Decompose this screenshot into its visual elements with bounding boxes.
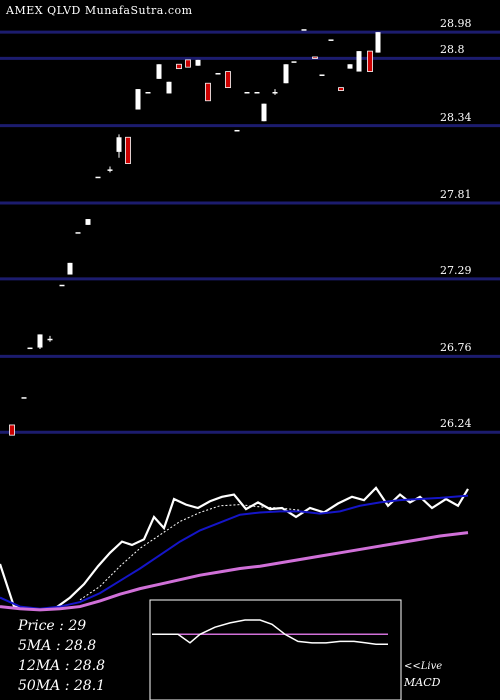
candle-body	[37, 334, 43, 348]
candle-body	[367, 50, 373, 72]
candle-body	[107, 169, 113, 171]
candle-body	[125, 136, 131, 164]
candle-body	[205, 82, 211, 102]
candle-body	[166, 81, 172, 94]
ma12-stat: 12MA : 28.8	[18, 658, 106, 674]
candle-body	[75, 232, 81, 234]
candle-body	[319, 74, 325, 76]
y-tick-label: 28.8	[440, 43, 465, 57]
candle-body	[375, 32, 381, 53]
ma12-line	[0, 494, 469, 610]
candle-body	[27, 347, 33, 350]
y-tick-label: 28.34	[440, 110, 472, 124]
candle-body	[291, 61, 297, 63]
live-label: <<Live	[404, 661, 443, 672]
candle-body	[215, 73, 221, 75]
candle-body	[9, 424, 15, 436]
candle-body	[225, 71, 231, 89]
ma5-stat: 5MA : 28.8	[18, 638, 97, 654]
candle-body	[21, 397, 27, 399]
y-tick-label: 28.98	[440, 17, 472, 31]
ma50-line	[0, 531, 469, 612]
candle-body	[67, 262, 73, 275]
ma50-stat: 50MA : 28.1	[18, 678, 106, 694]
price-stat: Price : 29	[18, 618, 87, 634]
price-line	[0, 486, 469, 612]
candle-body	[95, 176, 101, 179]
candle-body	[116, 137, 122, 152]
candle-body	[47, 338, 53, 341]
macd-box	[149, 599, 402, 700]
candle-body	[234, 129, 240, 132]
candle-body	[254, 92, 260, 94]
candle-body	[283, 64, 289, 84]
candle-body	[59, 284, 65, 287]
candle-body	[347, 64, 353, 69]
chart-header: AMEX QLVD MunafaSutra.com	[6, 4, 193, 17]
candle-body	[195, 59, 201, 66]
candle-body	[135, 89, 141, 110]
y-tick-label: 27.29	[440, 263, 472, 277]
candle-body	[312, 56, 318, 59]
candle-body	[261, 103, 267, 122]
candle-body	[85, 219, 91, 225]
candle-body	[156, 64, 162, 79]
y-tick-label: 26.24	[440, 417, 472, 431]
y-tick-label: 26.76	[440, 341, 472, 355]
candle-body	[176, 63, 182, 70]
candle-body	[301, 29, 307, 31]
candle-body	[244, 92, 250, 94]
candle-body	[356, 51, 362, 72]
y-tick-label: 27.81	[440, 187, 472, 201]
macd-label: MACD	[404, 676, 441, 689]
candle-body	[145, 92, 151, 94]
candle-body	[185, 59, 191, 68]
candle-body	[272, 92, 278, 94]
macd-line	[152, 619, 388, 646]
candle-body	[328, 39, 334, 41]
candle-body	[338, 87, 344, 91]
